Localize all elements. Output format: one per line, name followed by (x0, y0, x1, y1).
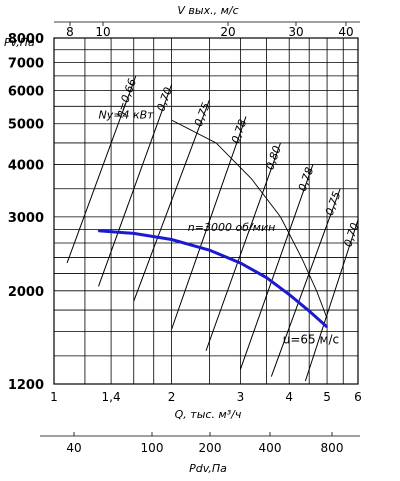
pressure-point (239, 262, 242, 264)
plot-frame (53, 37, 359, 385)
pressure-point (97, 229, 100, 232)
pressure-point (208, 249, 211, 251)
chart-lines (66, 75, 359, 382)
pressure-point (170, 238, 173, 241)
x-axis-title: Q, тыс. м³/ч (175, 408, 242, 421)
chart-labels: 1 1,4 2 3 4 5 6 1200 2000 3000 4000 5000 6000 7000 800… (4, 4, 362, 475)
pressure-point (265, 276, 268, 279)
efficiency-line (98, 84, 173, 287)
bottom2-tick-label: 100 (141, 441, 164, 455)
bottom2-tick-label: 800 (321, 441, 344, 455)
bottom2-tick-label: 400 (259, 441, 282, 455)
power-label: Nу=4 кВт (99, 108, 155, 121)
bottom2-tick-label: 40 (66, 441, 81, 455)
top-tick-label: 8 (66, 25, 74, 39)
y-tick-label: 8000 (8, 32, 44, 47)
bottom2-axis-title: Pdv,Па (189, 462, 227, 475)
top-tick-label: 30 (288, 25, 303, 39)
y-tick-label: 1200 (8, 378, 44, 393)
top-tick-label: 10 (95, 25, 110, 39)
y-tick-label: 4000 (8, 158, 44, 173)
power-line (171, 119, 328, 319)
y-tick-label: 6000 (8, 84, 44, 99)
grid (40, 21, 360, 437)
pressure-point (132, 232, 135, 235)
top-axis-title: V вых., м/с (177, 4, 238, 17)
x-tick-label: 3 (237, 390, 245, 404)
pressure-point (308, 310, 310, 312)
y-tick-label: 2000 (8, 285, 44, 300)
top-tick-label: 20 (220, 25, 235, 39)
y-tick-label: 5000 (8, 118, 44, 133)
x-tick-label: 5 (323, 390, 331, 404)
efficiency-line (304, 219, 359, 382)
y-tick-label: 7000 (8, 56, 44, 71)
velocity-label: u=65 м/с (283, 332, 339, 346)
pressure-point (326, 326, 328, 328)
x-tick-label: 6 (354, 390, 362, 404)
x-tick-label: 1,4 (102, 390, 121, 404)
efficiency-line (205, 142, 281, 351)
efficiency-line (66, 75, 137, 264)
pressure-point (288, 293, 291, 296)
efficiency-line (171, 116, 247, 330)
x-tick-label: 4 (285, 390, 293, 404)
efficiency-line (270, 188, 341, 377)
efficiency-label: 0,78 (229, 118, 249, 145)
speed-label: n=3000 об/мин (188, 221, 276, 234)
efficiency-line (239, 164, 314, 370)
bottom2-tick-label: 200 (199, 441, 222, 455)
pressure-curve (98, 229, 329, 329)
y-axis-title: Pv,Па (4, 36, 35, 49)
efficiency-label: 0,75 (323, 190, 344, 217)
x-tick-label: 1 (50, 390, 58, 404)
x-tick-label: 2 (168, 390, 176, 404)
top-tick-label: 40 (338, 25, 353, 39)
y-tick-label: 3000 (8, 211, 44, 226)
